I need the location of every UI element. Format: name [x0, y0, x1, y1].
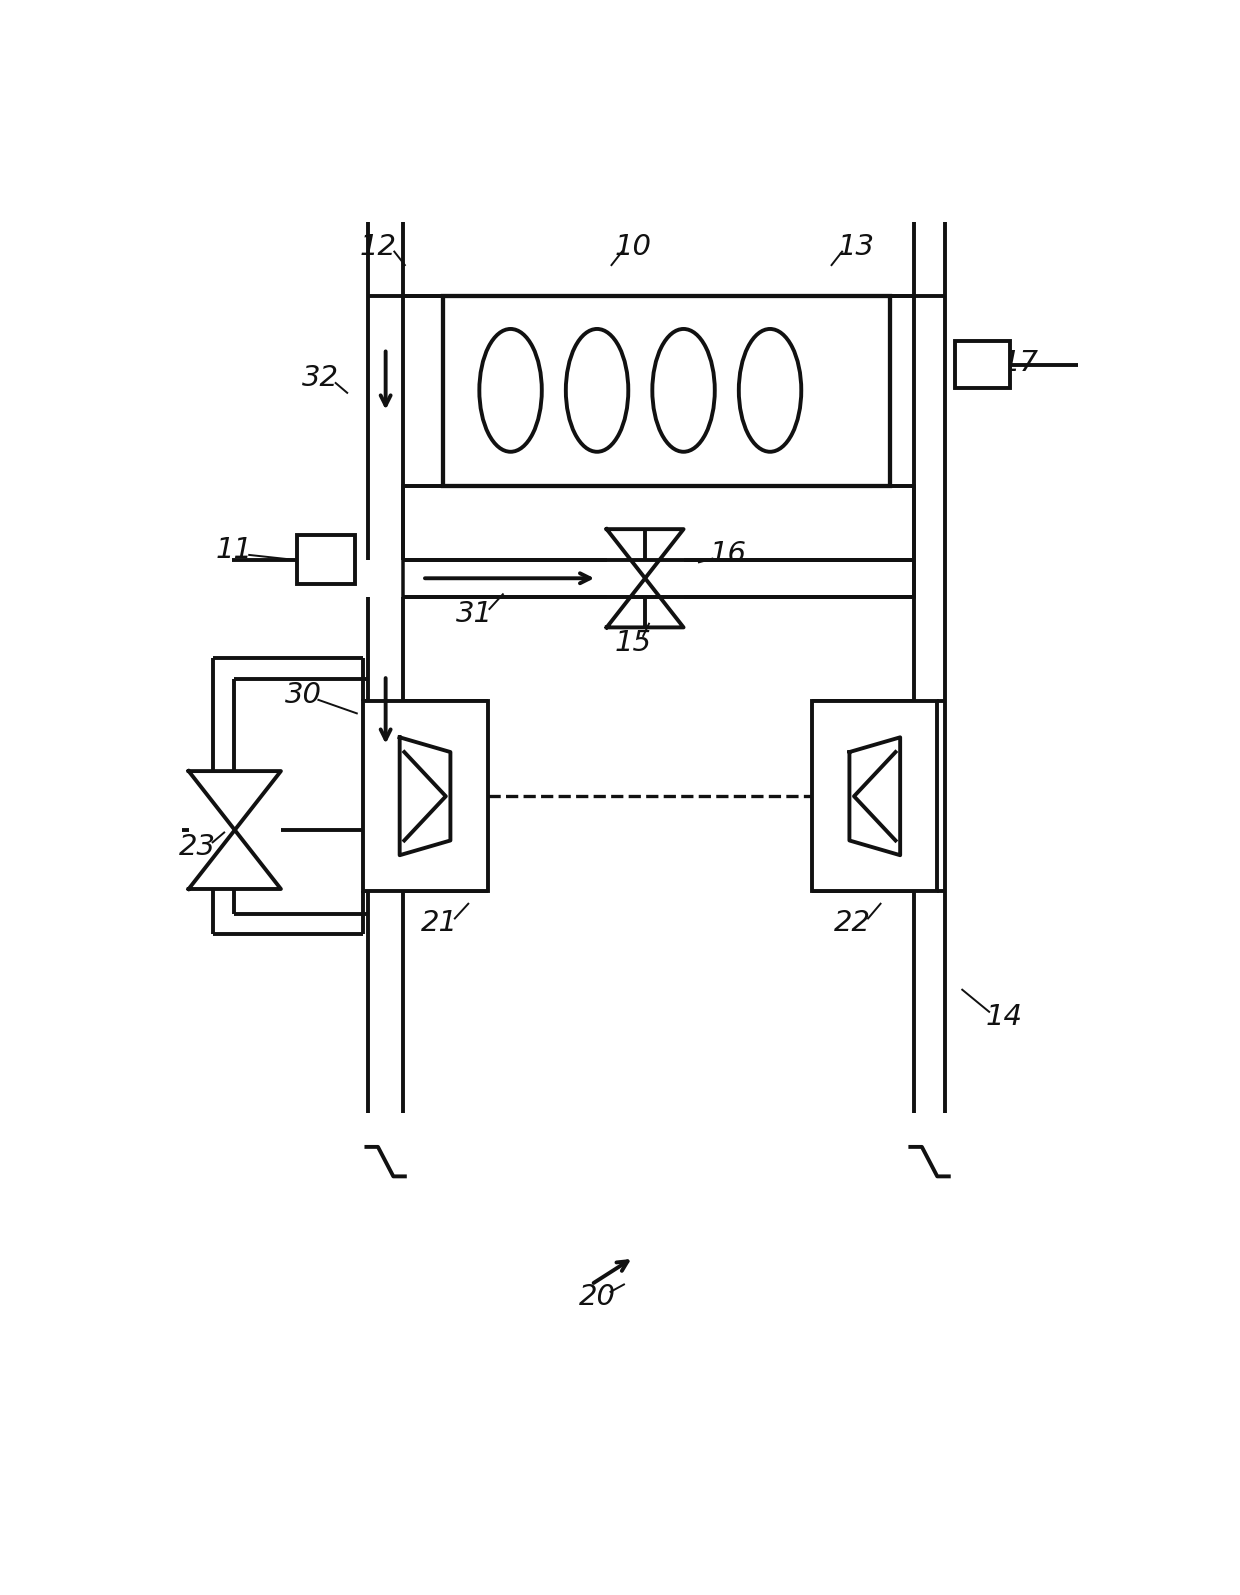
Text: 22: 22: [835, 909, 872, 938]
Ellipse shape: [480, 329, 542, 451]
Text: 14: 14: [986, 1003, 1023, 1030]
Bar: [403, 486, 914, 597]
Ellipse shape: [739, 329, 801, 451]
Bar: [298, 536, 355, 584]
Text: 11: 11: [216, 536, 252, 565]
Text: 16: 16: [709, 539, 746, 568]
Text: 31: 31: [455, 600, 492, 628]
Text: 21: 21: [420, 909, 458, 938]
Text: 15: 15: [614, 630, 651, 657]
Ellipse shape: [652, 329, 714, 451]
Text: 30: 30: [284, 681, 321, 708]
Text: 13: 13: [838, 233, 875, 260]
Bar: [362, 702, 487, 892]
Text: 23: 23: [179, 833, 216, 861]
Text: 10: 10: [615, 233, 652, 260]
Text: 17: 17: [1002, 349, 1038, 378]
Text: 32: 32: [301, 364, 339, 392]
Ellipse shape: [565, 329, 629, 451]
Text: 20: 20: [579, 1282, 615, 1311]
Bar: [955, 341, 1011, 388]
Bar: [812, 702, 937, 892]
Text: 12: 12: [360, 233, 397, 260]
Bar: [444, 295, 890, 486]
